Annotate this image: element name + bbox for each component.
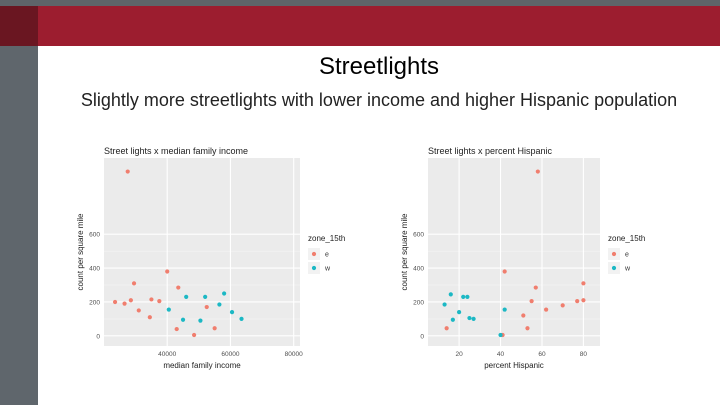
data-point-e bbox=[204, 304, 209, 310]
data-point-e bbox=[581, 298, 586, 303]
x-axis-label: percent Hispanic bbox=[484, 361, 544, 370]
legend-label-e: e bbox=[625, 252, 629, 259]
legend-label-w: w bbox=[324, 266, 331, 273]
x-tick-label: 40000 bbox=[158, 351, 176, 358]
slide-subtitle: Slightly more streetlights with lower in… bbox=[80, 90, 678, 110]
data-point-w bbox=[498, 332, 503, 338]
y-tick-label: 600 bbox=[89, 232, 100, 239]
scatter-plot-income: 0 200 400 600 40000 60000 80000 Street lights x… bbox=[72, 142, 384, 374]
data-point-w bbox=[465, 294, 470, 299]
data-point-e bbox=[535, 169, 540, 174]
data-point-e bbox=[444, 326, 449, 331]
data-point-w bbox=[229, 310, 235, 315]
data-point-e bbox=[533, 285, 538, 290]
x-tick-label: 20 bbox=[455, 351, 463, 358]
x-tick-label: 60000 bbox=[221, 351, 239, 358]
data-point-e bbox=[149, 297, 154, 302]
legend-marker-e bbox=[311, 251, 317, 257]
data-point-w bbox=[502, 307, 507, 312]
x-axis-label: median family income bbox=[163, 361, 241, 370]
y-tick-label: 600 bbox=[413, 232, 424, 239]
data-point-e bbox=[502, 269, 507, 274]
data-point-w bbox=[456, 310, 462, 315]
data-point-e bbox=[560, 303, 565, 308]
plot-panel bbox=[104, 158, 300, 346]
plot-title: Street lights x median family income bbox=[104, 146, 248, 156]
data-point-w bbox=[448, 292, 453, 297]
legend-marker-w bbox=[311, 265, 317, 271]
data-point-e bbox=[212, 326, 217, 331]
data-point-e bbox=[581, 281, 586, 286]
data-point-w bbox=[184, 294, 189, 299]
y-tick-label: 400 bbox=[89, 266, 100, 273]
data-point-e bbox=[165, 269, 170, 274]
data-point-e bbox=[128, 298, 133, 303]
legend-marker-w bbox=[611, 265, 617, 271]
data-point-e bbox=[174, 326, 179, 332]
data-point-w bbox=[471, 316, 476, 322]
data-point-e bbox=[157, 299, 162, 304]
data-point-e bbox=[525, 326, 530, 331]
slide-title: Streetlights bbox=[318, 53, 440, 80]
y-axis-label: count per square mile bbox=[76, 213, 85, 290]
y-tick-label: 0 bbox=[96, 333, 100, 340]
data-point-e bbox=[521, 313, 526, 318]
plot-panel bbox=[428, 158, 600, 346]
y-tick-label: 400 bbox=[413, 266, 424, 273]
data-point-e bbox=[544, 307, 549, 312]
x-tick-label: 80000 bbox=[285, 351, 303, 358]
plot-title: Street lights x percent Hispanic bbox=[428, 146, 553, 156]
legend-label-w: w bbox=[624, 266, 631, 273]
legend-title: zone_15th bbox=[308, 234, 345, 243]
left-accent-bar bbox=[0, 6, 38, 405]
data-point-e bbox=[122, 301, 127, 306]
data-point-w bbox=[203, 294, 208, 299]
data-point-w bbox=[442, 302, 447, 307]
data-point-e bbox=[112, 299, 118, 305]
x-tick-label: 60 bbox=[538, 351, 546, 358]
data-point-w bbox=[198, 318, 203, 323]
data-point-w bbox=[166, 307, 171, 312]
data-point-e bbox=[136, 308, 141, 313]
data-point-w bbox=[461, 294, 466, 299]
x-tick-label: 40 bbox=[497, 351, 505, 358]
data-point-e bbox=[147, 315, 152, 320]
y-tick-label: 0 bbox=[420, 333, 424, 340]
legend-label-e: e bbox=[325, 252, 329, 259]
data-point-w bbox=[222, 291, 227, 296]
data-point-e bbox=[176, 285, 181, 290]
data-point-e bbox=[529, 299, 534, 304]
data-point-w bbox=[450, 317, 455, 322]
y-tick-label: 200 bbox=[413, 299, 424, 306]
header-band bbox=[38, 6, 720, 46]
data-point-e bbox=[131, 281, 137, 286]
x-tick-label: 80 bbox=[580, 351, 588, 358]
y-axis-label: count per square mile bbox=[400, 213, 409, 290]
data-point-e bbox=[575, 299, 580, 304]
data-point-w bbox=[467, 315, 472, 321]
top-strip bbox=[0, 0, 720, 6]
data-point-e bbox=[125, 169, 130, 174]
data-point-w bbox=[180, 317, 186, 322]
scatter-plot-hispanic: 0 200 400 600 20 40 60 80 Street lights x percen… bbox=[396, 142, 684, 374]
data-point-w bbox=[217, 302, 222, 307]
data-point-e bbox=[191, 332, 197, 338]
y-tick-label: 200 bbox=[89, 299, 100, 306]
data-point-w bbox=[239, 316, 244, 322]
legend-title: zone_15th bbox=[608, 234, 645, 243]
legend-marker-e bbox=[611, 251, 617, 257]
